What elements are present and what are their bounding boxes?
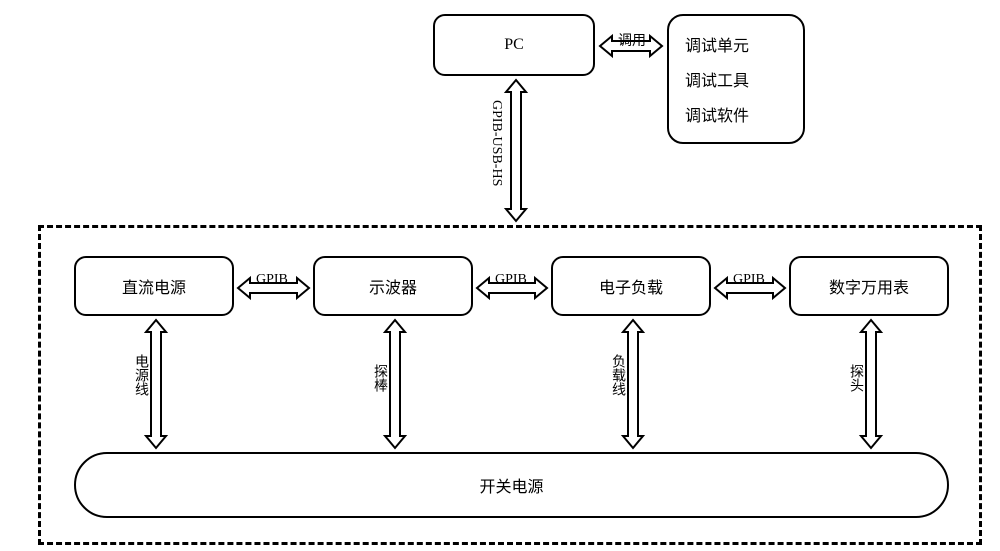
label-pc-debug: 调用 bbox=[618, 30, 646, 50]
debug-item-1: 调试单元 bbox=[685, 32, 787, 56]
node-dmm: 数字万用表 bbox=[789, 256, 949, 316]
node-dmm-label: 数字万用表 bbox=[829, 274, 909, 298]
node-dc-power: 直流电源 bbox=[74, 256, 234, 316]
label-gpib-2: GPIB bbox=[495, 272, 527, 288]
node-oscilloscope: 示波器 bbox=[313, 256, 473, 316]
node-switch-power-label: 开关电源 bbox=[479, 473, 543, 497]
node-pc-label: PC bbox=[504, 36, 524, 54]
label-pc-instruments: GPIB-USB-HS bbox=[488, 100, 504, 186]
node-switch-power: 开关电源 bbox=[74, 452, 949, 518]
label-gpib-3: GPIB bbox=[733, 272, 765, 288]
label-gpib-1: GPIB bbox=[256, 272, 288, 288]
debug-item-3: 调试软件 bbox=[685, 102, 787, 126]
label-v3: 负载线 bbox=[607, 354, 627, 396]
node-dc-power-label: 直流电源 bbox=[122, 274, 186, 298]
node-oscilloscope-label: 示波器 bbox=[369, 274, 417, 298]
node-electronic-load-label: 电子负载 bbox=[599, 274, 663, 298]
label-v4: 探头 bbox=[845, 364, 865, 392]
debug-item-2: 调试工具 bbox=[685, 67, 787, 91]
node-electronic-load: 电子负载 bbox=[551, 256, 711, 316]
arrow-pc-instruments bbox=[504, 80, 528, 221]
label-v2: 探棒 bbox=[369, 364, 389, 392]
label-v1: 电源线 bbox=[130, 354, 150, 396]
node-pc: PC bbox=[433, 14, 595, 76]
node-debug-list: 调试单元 调试工具 调试软件 bbox=[667, 14, 805, 144]
